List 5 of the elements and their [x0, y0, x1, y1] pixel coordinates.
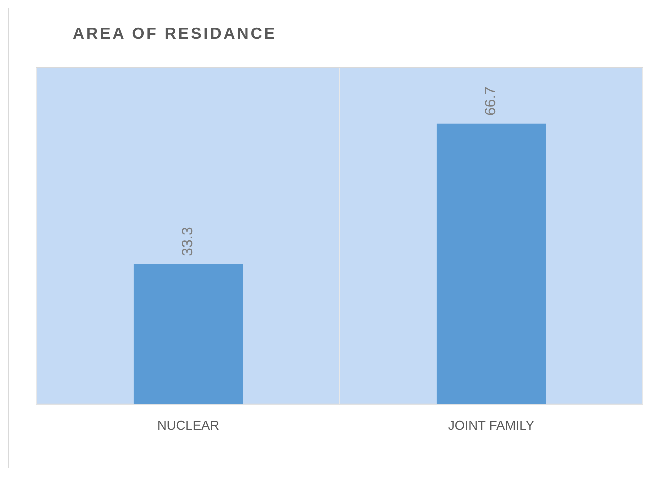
data-label: 66.7: [482, 86, 500, 116]
x-tick-label: JOINT FAMILY: [448, 418, 535, 433]
chart-title: AREA OF RESIDANCE: [73, 26, 278, 44]
data-label: 33.3: [180, 227, 197, 256]
x-tick-label: NUCLEAR: [157, 418, 220, 433]
